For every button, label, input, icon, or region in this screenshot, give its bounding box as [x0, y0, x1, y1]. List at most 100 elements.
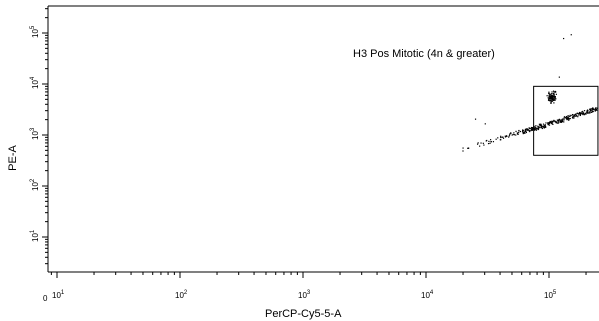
- x-axis-tick-labels: 101 102 103 104 105: [52, 290, 557, 300]
- data-point: [582, 110, 584, 113]
- data-point: [590, 109, 592, 111]
- data-point: [561, 121, 563, 123]
- data-point: [563, 118, 565, 120]
- data-point: [585, 113, 587, 115]
- data-point: [537, 128, 539, 131]
- data-point: [584, 112, 586, 114]
- data-point: [548, 100, 551, 102]
- x-tick-label: 102: [175, 290, 188, 300]
- data-point: [522, 129, 524, 131]
- data-point: [552, 98, 554, 101]
- data-point: [540, 125, 542, 127]
- data-point: [579, 111, 581, 114]
- data-point: [539, 126, 541, 129]
- data-point: [582, 112, 584, 114]
- data-point: [527, 128, 529, 130]
- data-point: [562, 120, 564, 122]
- data-point: [565, 118, 568, 120]
- y-axis-ticks: [42, 8, 48, 265]
- data-point: [547, 122, 549, 124]
- data-point: [549, 95, 551, 98]
- data-point: [541, 127, 544, 130]
- data-point: [549, 97, 551, 100]
- x-tick-label-exp: 3: [307, 290, 311, 296]
- data-point: [592, 109, 594, 111]
- y-tick-label: 101: [30, 229, 40, 242]
- data-point: [487, 142, 490, 145]
- data-point: [579, 114, 582, 117]
- data-point: [547, 123, 549, 125]
- data-point: [569, 117, 571, 120]
- data-point: [563, 119, 565, 121]
- data-point: [530, 127, 532, 130]
- data-point: [568, 115, 570, 118]
- data-point: [553, 102, 555, 104]
- data-point: [566, 116, 568, 118]
- data-point: [564, 116, 566, 118]
- data-point: [495, 138, 497, 140]
- data-point: [525, 131, 528, 134]
- data-point: [553, 120, 555, 122]
- data-point: [500, 136, 502, 139]
- data-point: [567, 117, 570, 119]
- gate-rectangle[interactable]: [533, 85, 599, 156]
- data-point: [582, 112, 584, 115]
- y-tick-label-base: 10: [31, 29, 40, 38]
- data-point: [543, 125, 545, 127]
- data-point: [553, 93, 555, 96]
- data-point: [534, 129, 536, 131]
- data-point: [535, 129, 537, 131]
- data-point: [530, 126, 533, 129]
- data-point: [550, 100, 553, 102]
- data-point: [557, 120, 559, 122]
- y-tick-label-base: 10: [31, 233, 40, 242]
- data-point: [549, 94, 552, 96]
- data-point: [535, 127, 537, 129]
- data-point: [521, 130, 524, 132]
- data-point: [595, 107, 597, 109]
- data-point: [555, 93, 557, 95]
- data-point: [548, 98, 550, 100]
- data-point: [550, 93, 552, 95]
- data-point: [542, 123, 545, 125]
- y-tick-label-base: 10: [31, 80, 40, 89]
- data-point: [519, 130, 522, 133]
- data-point: [553, 95, 555, 98]
- data-point: [548, 99, 550, 101]
- data-point: [587, 111, 589, 113]
- data-point: [586, 109, 589, 111]
- data-point: [554, 120, 556, 122]
- data-point: [515, 130, 517, 132]
- data-point: [568, 118, 570, 120]
- data-point: [550, 98, 552, 100]
- data-point: [573, 117, 575, 119]
- data-point: [586, 111, 588, 114]
- data-point: [546, 95, 548, 97]
- data-point: [583, 110, 586, 112]
- data-point: [573, 114, 575, 116]
- data-point: [552, 121, 554, 123]
- data-point: [522, 132, 524, 134]
- y-tick-label-exp: 1: [30, 229, 36, 233]
- data-point: [581, 111, 583, 113]
- plot-frame: [47, 5, 599, 273]
- data-point: [574, 115, 576, 117]
- data-point: [579, 112, 581, 115]
- data-point: [551, 94, 553, 97]
- x-axis-title: PerCP-Cy5-5-A: [265, 308, 342, 320]
- data-point: [577, 116, 579, 118]
- y-axis-title: PE-A: [7, 145, 19, 171]
- data-point: [504, 136, 507, 138]
- data-point: [512, 133, 514, 136]
- data-point: [589, 111, 591, 113]
- data-point: [587, 112, 589, 114]
- data-point: [550, 95, 552, 97]
- data-point: [573, 115, 575, 118]
- data-point: [552, 97, 554, 100]
- data-point: [515, 134, 517, 136]
- data-point: [528, 127, 530, 129]
- data-point: [543, 126, 545, 128]
- data-point: [477, 142, 479, 144]
- data-point: [518, 132, 520, 134]
- data-point: [567, 115, 569, 117]
